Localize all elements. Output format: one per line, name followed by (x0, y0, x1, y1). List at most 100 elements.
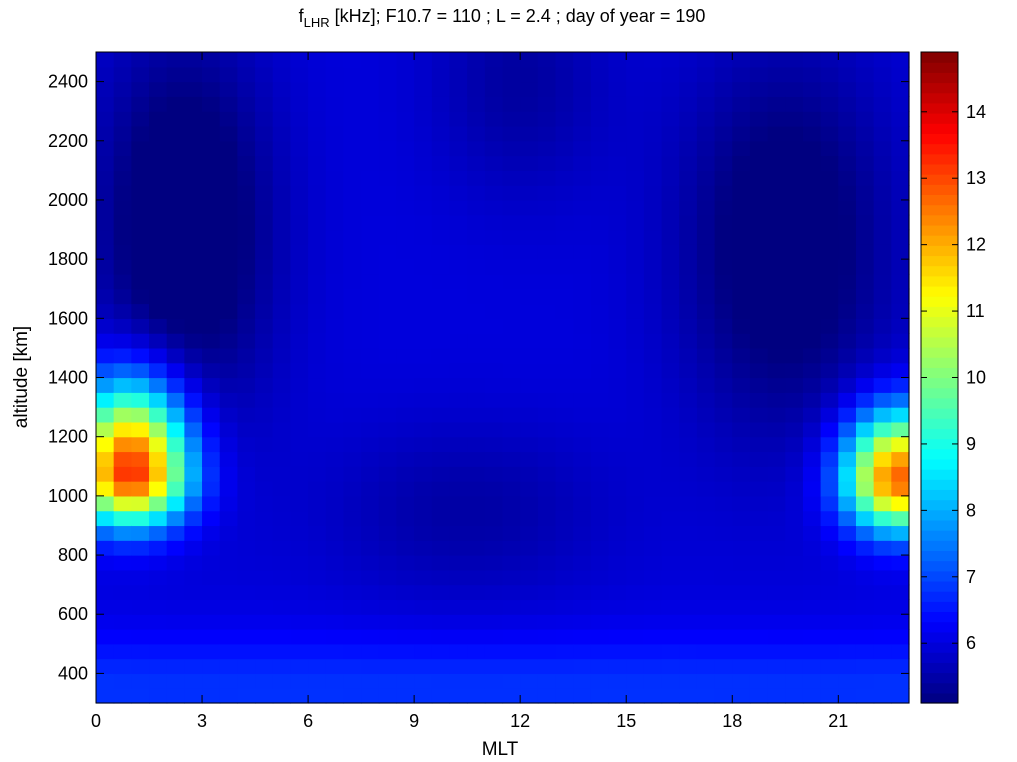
heatmap-cell (166, 199, 185, 216)
heatmap-cell (661, 658, 680, 675)
heatmap-cell (820, 66, 839, 83)
heatmap-cell (343, 96, 362, 112)
heatmap-cell (749, 96, 769, 112)
heatmap-cell (325, 273, 345, 290)
heatmap-cell (343, 658, 362, 675)
heatmap-cell (414, 392, 433, 408)
heatmap-cell (891, 273, 910, 290)
heatmap-cell (873, 199, 892, 216)
colorbar-segment (921, 72, 958, 84)
heatmap-cell (149, 555, 168, 571)
heatmap-cell (838, 229, 857, 245)
x-tick-label: 9 (409, 711, 419, 731)
heatmap-cell (749, 170, 769, 186)
heatmap-cell (131, 466, 150, 482)
heatmap-cell (237, 111, 256, 127)
heatmap-cell (184, 510, 203, 527)
heatmap-cell (643, 599, 663, 615)
heatmap-cell (396, 466, 415, 482)
heatmap-cell (873, 155, 892, 171)
heatmap-cell (502, 347, 521, 364)
heatmap-cell (855, 421, 875, 438)
heatmap-cell (431, 555, 451, 571)
heatmap-cell (467, 96, 486, 112)
heatmap-cell (590, 392, 610, 408)
heatmap-cell (184, 614, 203, 630)
heatmap-cell (802, 347, 822, 364)
colorbar-segment (921, 601, 958, 613)
heatmap-cell (272, 451, 292, 467)
heatmap-cell (202, 436, 221, 453)
heatmap-cell (502, 525, 521, 541)
heatmap-cell (767, 303, 786, 319)
heatmap-cell (166, 436, 185, 453)
heatmap-cell (449, 525, 468, 541)
heatmap-cell (502, 66, 521, 83)
heatmap-cell (590, 614, 610, 630)
heatmap-cell (184, 303, 203, 319)
heatmap-cell (785, 81, 804, 97)
heatmap-cell (396, 347, 415, 364)
heatmap-cell (696, 125, 716, 142)
heatmap-cell (590, 555, 610, 571)
heatmap-cell (555, 170, 574, 186)
heatmap-cell (820, 288, 839, 305)
heatmap-cell (537, 614, 557, 630)
heatmap-cell (626, 658, 645, 675)
heatmap-cell (378, 481, 398, 497)
heatmap-cell (131, 170, 150, 186)
heatmap-cell (113, 407, 132, 423)
heatmap-cell (555, 273, 574, 290)
heatmap-cell (449, 451, 468, 467)
heatmap-cell (96, 629, 115, 645)
y-tick-label: 1200 (48, 427, 88, 447)
colorbar-segment (921, 306, 958, 318)
heatmap-cell (802, 421, 822, 438)
heatmap-cell (378, 362, 398, 379)
x-tick-label: 18 (722, 711, 742, 731)
heatmap-cell (590, 214, 610, 231)
colorbar-segment (921, 438, 958, 450)
heatmap-cell (272, 318, 292, 334)
heatmap-cell (290, 629, 309, 645)
colorbar-segment (921, 540, 958, 552)
heatmap-cell (361, 288, 380, 305)
heatmap-cell (325, 451, 345, 467)
heatmap-cell (537, 347, 557, 364)
heatmap-cell (891, 377, 910, 393)
heatmap-cell (626, 555, 645, 571)
heatmap-cell (166, 540, 185, 556)
heatmap-cell (555, 318, 574, 334)
heatmap-cell (378, 569, 398, 586)
heatmap-cell (714, 362, 733, 379)
heatmap-cell (325, 555, 345, 571)
heatmap-cell (184, 673, 203, 689)
heatmap-cell (396, 111, 415, 127)
heatmap-cell (555, 673, 574, 689)
heatmap-cell (802, 66, 822, 83)
heatmap-cell (573, 318, 592, 334)
heatmap-cell (396, 392, 415, 408)
heatmap-cell (732, 540, 751, 556)
heatmap-cell (855, 614, 875, 630)
heatmap-cell (166, 185, 185, 201)
heatmap-cell (467, 111, 486, 127)
heatmap-cell (361, 155, 380, 171)
heatmap-cell (290, 155, 309, 171)
heatmap-cell (166, 495, 185, 512)
heatmap-cell (467, 288, 486, 305)
heatmap-cell (749, 688, 769, 704)
heatmap-cell (290, 392, 309, 408)
heatmap-cell (219, 614, 238, 630)
heatmap-cell (855, 629, 875, 645)
heatmap-cell (749, 629, 769, 645)
heatmap-cell (184, 658, 203, 675)
heatmap-cell (361, 673, 380, 689)
heatmap-cell (184, 333, 203, 349)
heatmap-cell (873, 96, 892, 112)
heatmap-cell (785, 259, 804, 275)
heatmap-cell (449, 244, 468, 260)
heatmap-cell (113, 481, 132, 497)
heatmap-cell (573, 584, 592, 601)
svg-text:fLHR [kHz]; F10.7 = 110 ; L =: fLHR [kHz]; F10.7 = 110 ; L = 2.4 ; day … (299, 6, 706, 30)
